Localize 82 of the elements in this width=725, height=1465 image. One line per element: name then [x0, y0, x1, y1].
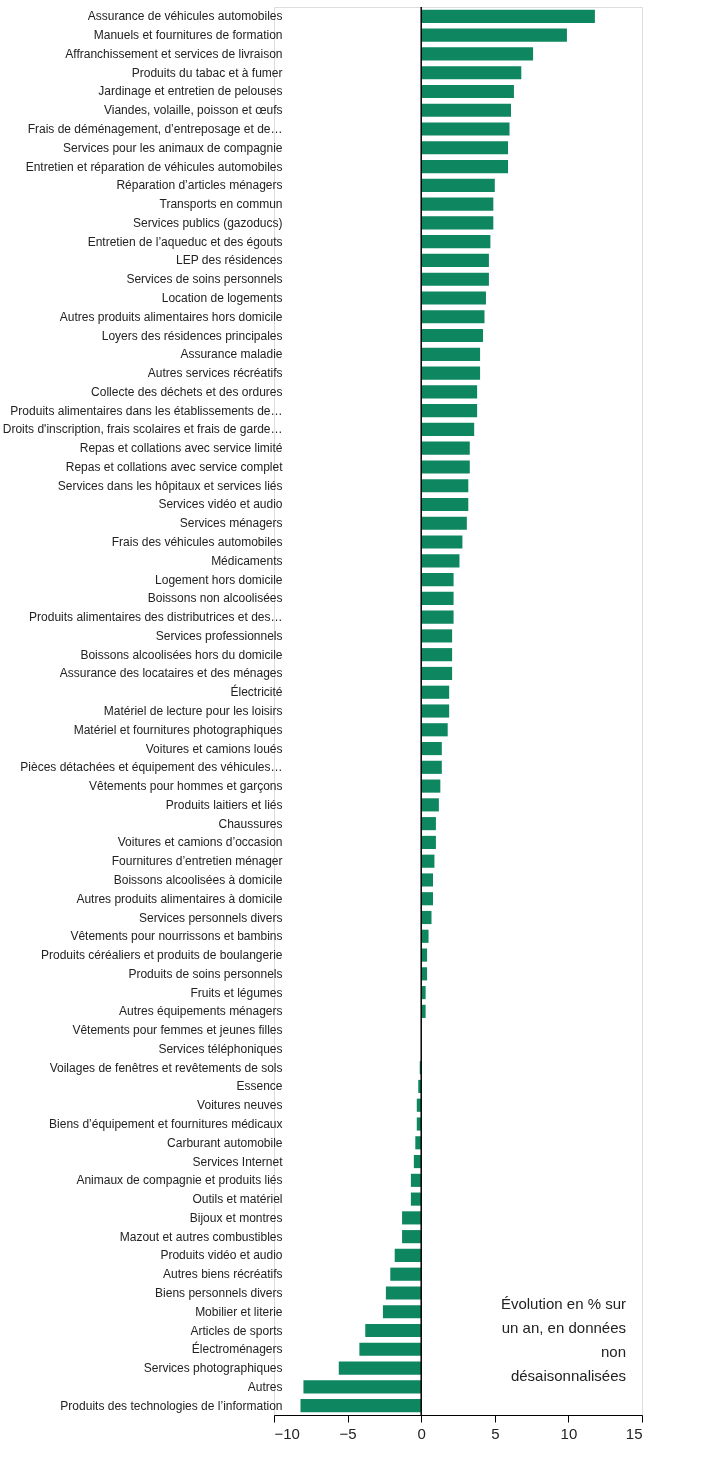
y-tick-label: LEP des résidences	[175, 253, 283, 268]
y-tick-label: Fournitures d’entretien ménager	[111, 854, 283, 869]
y-tick-label: Services vidéo et audio	[158, 497, 283, 512]
y-tick-label: Voitures et camions d’occasion	[117, 835, 283, 850]
y-tick-label: Logement hors domicile	[155, 572, 283, 587]
y-tick-label: Entretien et réparation de véhicules automobiles	[25, 159, 283, 174]
y-tick-label: Voitures et camions loués	[145, 741, 283, 756]
y-tick-label: Carburant automobile	[167, 1135, 283, 1150]
x-tick-label: −10	[274, 1424, 300, 1442]
y-tick-label: Autres services récréatifs	[147, 366, 283, 381]
y-tick-label: Mazout et autres combustibles	[119, 1229, 283, 1244]
y-tick-label: Frais de déménagement, d’entreposage et de…	[27, 122, 283, 137]
y-tick-label: Vêtements pour nourrissons et bambins	[70, 929, 283, 944]
y-tick-label: Boissons non alcoolisées	[147, 591, 283, 606]
y-tick-label: Produits des technologies de l’information	[60, 1398, 283, 1413]
y-tick-label: Produits alimentaires dans les établissements de…	[10, 403, 283, 418]
y-tick-label: Collecte des déchets et des ordures	[91, 384, 283, 399]
y-tick-label: Viandes, volaille, poisson et œufs	[103, 103, 283, 118]
y-tick-label: Produits vidéo et audio	[160, 1248, 283, 1263]
y-tick-label: Médicaments	[211, 553, 283, 568]
y-tick-label: Autres produits alimentaires hors domicile	[59, 309, 283, 324]
y-tick-label: Fruits et légumes	[190, 985, 283, 1000]
y-tick-label: Matériel et fournitures photographiques	[73, 722, 283, 737]
y-tick-label: Repas et collations avec service limité	[79, 441, 283, 456]
y-tick-label: Manuels et fournitures de formation	[93, 28, 283, 43]
y-tick-label: Assurance des locataires et des ménages	[59, 666, 283, 681]
y-tick-label: Services photographiques	[143, 1361, 283, 1376]
y-tick-label: Voilages de fenêtres et revêtements de sols	[49, 1060, 283, 1075]
y-tick-label: Pièces détachées et équipement des véhicules…	[20, 760, 283, 775]
y-tick-label: Assurance maladie	[180, 347, 283, 362]
y-tick-label: Location de logements	[161, 290, 283, 305]
x-tick-label: 15	[625, 1424, 643, 1442]
y-tick-label: Électricité	[230, 684, 283, 700]
y-tick-label: Loyers des résidences principales	[101, 328, 283, 343]
y-tick-label: Services ménagers	[179, 516, 283, 531]
y-tick-label: Produits du tabac et à fumer	[131, 65, 283, 80]
y-tick-label: Produits laitiers et liés	[165, 797, 283, 812]
y-tick-label: Services publics (gazoducs)	[133, 215, 283, 230]
y-tick-label: Produits de soins personnels	[128, 966, 283, 981]
y-tick-label: Services personnels divers	[139, 910, 283, 925]
y-tick-label: Réparation d’articles ménagers	[116, 178, 283, 193]
y-tick-label: Essence	[236, 1079, 283, 1094]
y-tick-label: Vêtements pour hommes et garçons	[89, 779, 283, 794]
y-tick-label: Produits alimentaires des distributrices et des…	[29, 610, 283, 625]
y-tick-label: Autres produits alimentaires à domicile	[76, 891, 283, 906]
y-tick-label: Électroménagers	[191, 1341, 283, 1357]
y-tick-label: Biens d’équipement et fournitures médicaux	[49, 1117, 283, 1132]
y-tick-label: Autres équipements ménagers	[119, 1004, 283, 1019]
y-tick-label: Entretien de l’aqueduc et des égouts	[87, 234, 283, 249]
y-tick-label: Services professionnels	[155, 628, 283, 643]
y-tick-label: Autres biens récréatifs	[163, 1267, 283, 1282]
y-tick-label: Produits céréaliers et produits de boulangerie	[41, 948, 283, 963]
y-tick-label: Vêtements pour femmes et jeunes filles	[72, 1023, 283, 1038]
y-tick-label: Mobilier et literie	[195, 1304, 283, 1319]
y-tick-label: Services de soins personnels	[126, 272, 283, 287]
y-tick-label: Boissons alcoolisées à domicile	[113, 872, 283, 887]
y-tick-label: Affranchissement et services de livraison	[65, 46, 283, 61]
y-tick-label: Services téléphoniques	[158, 1041, 283, 1056]
y-tick-label: Autres	[247, 1379, 283, 1394]
x-tick-label: −5	[339, 1424, 357, 1442]
y-tick-label: Bijoux et montres	[189, 1210, 283, 1225]
x-tick-label: 5	[491, 1424, 500, 1442]
x-tick-label: 0	[417, 1424, 426, 1442]
y-tick-label: Articles de sports	[190, 1323, 283, 1338]
y-tick-label: Boissons alcoolisées hors du domicile	[80, 647, 283, 662]
y-tick-label: Animaux de compagnie et produits liés	[76, 1173, 283, 1188]
y-tick-label: Droits d'inscription, frais scolaires et frais de garde…	[2, 422, 283, 437]
y-tick-label: Services pour les animaux de compagnie	[63, 140, 283, 155]
y-tick-label: Matériel de lecture pour les loisirs	[103, 704, 283, 718]
y-tick-label: Outils et matériel	[192, 1192, 283, 1207]
y-tick-label: Chaussures	[218, 816, 283, 831]
y-tick-label: Transports en commun	[159, 197, 283, 212]
y-tick-label: Repas et collations avec service complet	[65, 459, 284, 474]
y-tick-label: Services Internet	[192, 1154, 284, 1169]
y-tick-label: Jardinage et entretien de pelouses	[98, 84, 283, 99]
y-tick-label: Voitures neuves	[197, 1098, 283, 1113]
y-tick-label: Services dans les hôpitaux et services liés	[57, 478, 283, 493]
y-tick-label: Frais des véhicules automobiles	[111, 535, 283, 550]
y-tick-label: Assurance de véhicules automobiles	[87, 9, 283, 24]
y-tick-label: Biens personnels divers	[155, 1285, 283, 1300]
annotation: Évolution en % sur un an, en données non désaisonnalisées	[500, 1295, 626, 1384]
x-tick-label: 10	[560, 1424, 578, 1442]
